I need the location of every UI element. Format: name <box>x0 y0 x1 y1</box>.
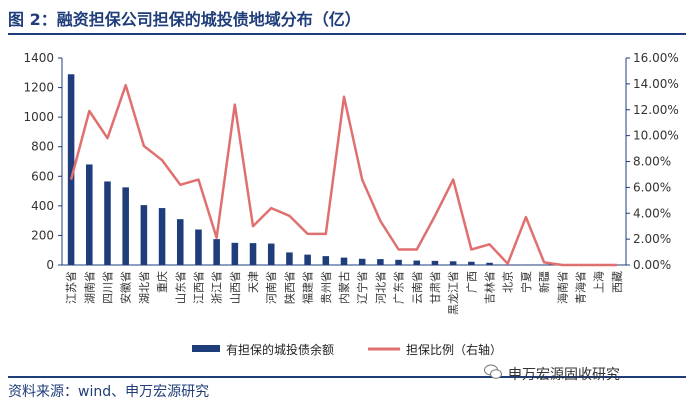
left-tick-label: 0 <box>46 258 54 272</box>
bar <box>413 260 421 265</box>
plot-area: 0 200 400 600 800 1000 1200 1400 0.00% 2.00% 4.00%… <box>23 51 678 315</box>
category-label: 福建省 <box>301 271 315 304</box>
bar <box>104 181 111 265</box>
left-tick-label: 1400 <box>23 51 54 65</box>
category-label: 上海 <box>592 271 606 293</box>
category-label: 天津 <box>247 271 260 293</box>
left-tick-label: 600 <box>31 169 54 183</box>
category-label: 河北省 <box>374 271 387 304</box>
source-rule <box>8 376 686 378</box>
legend-bar-swatch <box>192 345 220 352</box>
bar <box>486 262 493 265</box>
bar <box>231 242 239 265</box>
category-label: 江苏省 <box>65 271 78 304</box>
category-label: 北京 <box>501 271 515 293</box>
legend-line-label: 担保比例（右轴） <box>406 342 502 357</box>
category-label: 海南省 <box>555 271 569 304</box>
category-label: 青海省 <box>574 271 588 304</box>
right-tick-label: 16.00% <box>633 51 679 65</box>
right-tick-label: 2.00% <box>633 232 671 246</box>
bar <box>395 259 402 265</box>
right-tick-label: 4.00% <box>633 206 671 220</box>
wechat-icon <box>484 364 502 379</box>
category-label: 辽宁省 <box>355 271 369 304</box>
category-label: 新疆 <box>537 271 551 293</box>
bar <box>67 74 75 265</box>
category-label: 贵州省 <box>320 271 333 304</box>
right-tick-label: 8.00% <box>633 155 671 169</box>
category-label: 黑龙江省 <box>447 271 460 315</box>
left-tick-label: 1200 <box>23 81 54 95</box>
bar <box>122 187 129 265</box>
left-tick-label: 200 <box>31 228 54 242</box>
bar <box>213 239 220 265</box>
source-note: 资料来源：wind、申万宏源研究 <box>8 384 210 400</box>
right-tick-label: 6.00% <box>633 180 671 194</box>
bar <box>286 252 293 265</box>
bar <box>158 208 166 265</box>
category-label: 内蒙古 <box>337 271 351 304</box>
legend: 有担保的城投债余额 担保比例（右轴） <box>192 342 502 357</box>
category-label: 山东省 <box>174 271 187 304</box>
category-label: 陕西省 <box>282 271 296 304</box>
bar <box>449 261 457 265</box>
bar <box>249 243 257 265</box>
legend-bar-label: 有担保的城投债余额 <box>226 342 334 357</box>
bar <box>140 205 148 265</box>
right-tick-label: 12.00% <box>633 103 679 117</box>
category-label: 西藏 <box>611 271 624 293</box>
bar <box>377 259 384 265</box>
bar <box>340 257 348 265</box>
category-label: 河南省 <box>265 271 278 304</box>
category-label: 广西 <box>465 271 478 293</box>
category-label: 云南省 <box>411 271 424 304</box>
category-label: 江西省 <box>193 271 206 304</box>
category-label: 重庆 <box>155 271 169 293</box>
watermark-text: 申万宏源固收研究 <box>508 367 620 383</box>
bar <box>322 256 330 265</box>
category-label: 山西省 <box>229 271 242 304</box>
category-label: 安徽省 <box>119 271 133 304</box>
figure-title: 图 2：融资担保公司担保的城投债地域分布（亿） <box>8 10 361 29</box>
bar <box>86 164 93 265</box>
bar <box>267 243 275 265</box>
ratio-line <box>69 83 617 267</box>
bar <box>176 219 184 265</box>
bar <box>195 229 202 265</box>
category-label: 宁夏 <box>519 271 533 293</box>
bar <box>468 261 475 265</box>
category-label: 浙江省 <box>211 271 224 304</box>
category-label: 湖北省 <box>138 271 151 304</box>
category-label: 广东省 <box>393 271 406 304</box>
bar-line-chart: 0 200 400 600 800 1000 1200 1400 0.00% 2.00% 4.00%… <box>23 51 678 357</box>
left-tick-label: 400 <box>31 199 54 213</box>
category-label: 甘肃省 <box>429 271 442 304</box>
category-label: 吉林省 <box>483 271 497 304</box>
right-tick-label: 10.00% <box>633 129 679 143</box>
bar <box>304 254 311 265</box>
right-tick-label: 0.00% <box>633 258 671 272</box>
category-label: 四川省 <box>102 271 115 304</box>
bar <box>358 258 366 265</box>
left-tick-label: 800 <box>31 140 54 154</box>
category-label: 湖南省 <box>83 271 96 304</box>
right-tick-label: 14.00% <box>633 77 679 91</box>
title-rule <box>8 33 686 35</box>
bar <box>431 260 439 265</box>
left-tick-label: 1000 <box>23 110 54 124</box>
